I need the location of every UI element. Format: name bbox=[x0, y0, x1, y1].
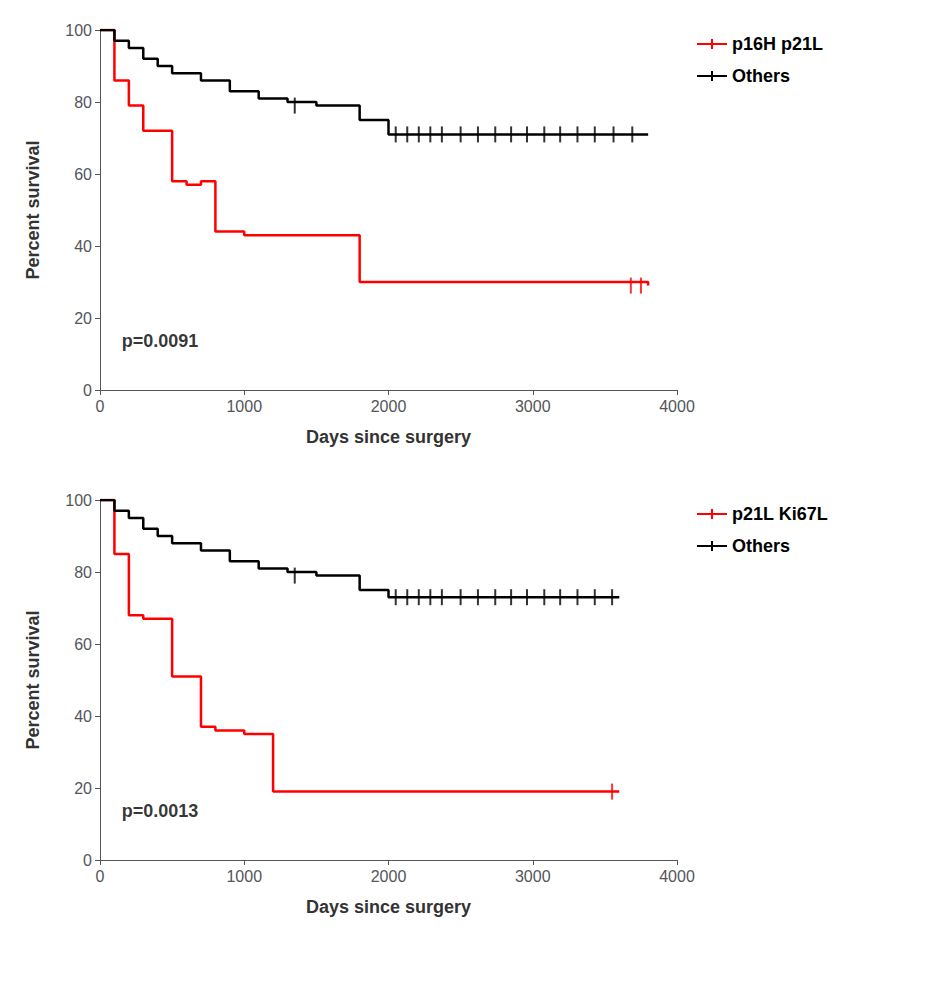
svg-text:4000: 4000 bbox=[659, 398, 695, 415]
svg-text:0: 0 bbox=[96, 398, 105, 415]
svg-text:3000: 3000 bbox=[515, 398, 551, 415]
svg-text:4000: 4000 bbox=[659, 868, 695, 885]
svg-text:60: 60 bbox=[74, 636, 92, 653]
svg-text:80: 80 bbox=[74, 564, 92, 581]
svg-text:3000: 3000 bbox=[515, 868, 551, 885]
svg-text:p21L Ki67L: p21L Ki67L bbox=[732, 504, 828, 524]
svg-text:1000: 1000 bbox=[226, 868, 262, 885]
svg-text:Percent survival: Percent survival bbox=[23, 610, 43, 749]
svg-text:100: 100 bbox=[65, 22, 92, 39]
svg-text:p=0.0013: p=0.0013 bbox=[122, 801, 199, 821]
svg-text:Others: Others bbox=[732, 66, 790, 86]
svg-text:0: 0 bbox=[83, 382, 92, 399]
svg-text:2000: 2000 bbox=[371, 868, 407, 885]
svg-text:p=0.0091: p=0.0091 bbox=[122, 331, 199, 351]
svg-text:40: 40 bbox=[74, 708, 92, 725]
svg-text:0: 0 bbox=[96, 868, 105, 885]
svg-text:Days since surgery: Days since surgery bbox=[306, 427, 471, 447]
svg-text:2000: 2000 bbox=[371, 398, 407, 415]
svg-text:Days since surgery: Days since surgery bbox=[306, 897, 471, 917]
svg-text:1000: 1000 bbox=[226, 398, 262, 415]
svg-text:20: 20 bbox=[74, 310, 92, 327]
svg-text:Others: Others bbox=[732, 536, 790, 556]
svg-text:80: 80 bbox=[74, 94, 92, 111]
svg-text:Percent survival: Percent survival bbox=[23, 140, 43, 279]
svg-text:40: 40 bbox=[74, 238, 92, 255]
svg-text:100: 100 bbox=[65, 492, 92, 509]
svg-text:p16H p21L: p16H p21L bbox=[732, 34, 823, 54]
svg-text:20: 20 bbox=[74, 780, 92, 797]
svg-text:60: 60 bbox=[74, 166, 92, 183]
svg-text:0: 0 bbox=[83, 852, 92, 869]
